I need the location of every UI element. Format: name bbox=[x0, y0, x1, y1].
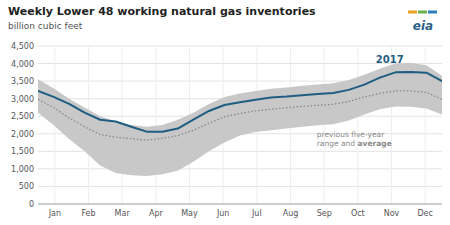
y-tick-label: 4,000 bbox=[11, 60, 34, 69]
x-tick-label: Oct bbox=[351, 209, 365, 218]
y-grid-line bbox=[38, 204, 442, 205]
x-tick-label: Feb bbox=[81, 209, 95, 218]
y-tick-label: 1,500 bbox=[11, 147, 34, 156]
y-tick-label: 2,000 bbox=[11, 130, 34, 139]
subtitle: billion cubic feet bbox=[8, 21, 83, 31]
y-grid-line bbox=[38, 46, 442, 47]
x-tick-label: Nov bbox=[384, 209, 400, 218]
x-grid-line bbox=[357, 46, 358, 204]
y-tick-label: 2,500 bbox=[11, 112, 34, 121]
x-tick-label: Jul bbox=[251, 209, 262, 218]
range-label-bold: average bbox=[358, 139, 392, 148]
logo: eia bbox=[408, 12, 437, 33]
plot-data bbox=[38, 63, 442, 176]
series-line bbox=[38, 72, 442, 132]
x-grid-line bbox=[324, 46, 325, 204]
range-label: range and bbox=[317, 139, 356, 148]
title: Weekly Lower 48 working natural gas inve… bbox=[8, 5, 316, 18]
y-tick-label: 1,000 bbox=[11, 165, 34, 174]
y-tick-label: 500 bbox=[19, 182, 34, 191]
x-tick-label: Jun bbox=[216, 209, 230, 218]
y-tick-label: 3,500 bbox=[11, 77, 34, 86]
x-tick-label: Sep bbox=[317, 209, 332, 218]
logo-bar bbox=[418, 11, 427, 14]
y-tick-label: 0 bbox=[29, 200, 34, 209]
x-tick-label: Mar bbox=[115, 209, 131, 218]
range-band bbox=[38, 63, 442, 176]
chart: Weekly Lower 48 working natural gas inve… bbox=[0, 0, 450, 225]
annotation: 2017 bbox=[376, 54, 404, 65]
average-line bbox=[38, 91, 442, 140]
range-label: previous five-year bbox=[317, 130, 385, 139]
x-tick-label: Dec bbox=[417, 209, 432, 218]
y-tick-label: 3,000 bbox=[11, 95, 34, 104]
x-tick-label: Jan bbox=[48, 209, 61, 218]
y-grid-line bbox=[38, 168, 442, 169]
x-tick-label: Aug bbox=[283, 209, 299, 218]
grid bbox=[38, 46, 442, 204]
x-tick-label: May bbox=[181, 209, 198, 218]
y-grid-line bbox=[38, 186, 442, 187]
x-grid-line bbox=[155, 46, 156, 204]
logo-text: eia bbox=[413, 19, 433, 33]
logo-bar bbox=[408, 11, 417, 14]
logo-bar bbox=[428, 11, 437, 14]
x-axis-line bbox=[38, 204, 442, 205]
y-tick-label: 4,500 bbox=[11, 42, 34, 51]
x-tick-label: Apr bbox=[149, 209, 164, 218]
